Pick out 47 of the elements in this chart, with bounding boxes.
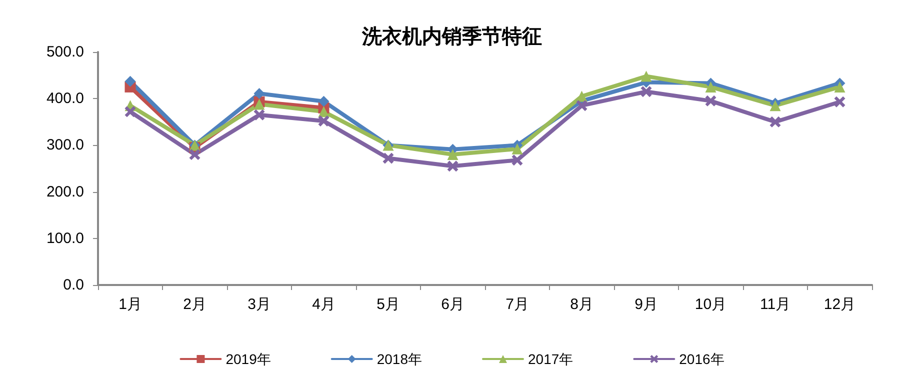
point (576, 100, 588, 112)
point (834, 96, 846, 108)
x-tick-label: 6月 (441, 296, 464, 313)
y-tick-label: 100.0 (46, 230, 84, 247)
y-tick-label: 0.0 (63, 276, 84, 294)
point (512, 143, 523, 154)
chart-title: 洗衣机内销季节特征 (361, 25, 542, 48)
point (447, 160, 458, 172)
point (124, 106, 136, 118)
point (254, 88, 265, 99)
legend-label: 2016年 (679, 351, 724, 367)
x-tick-label: 10月 (694, 296, 727, 313)
point (318, 115, 330, 126)
point (770, 100, 781, 112)
point (705, 81, 716, 92)
point (254, 109, 265, 120)
point (254, 98, 265, 110)
x-tick-label: 5月 (376, 296, 400, 313)
point (447, 149, 458, 160)
point (382, 152, 394, 164)
y-tick-label: 300.0 (46, 136, 84, 154)
x-tick-label: 12月 (824, 296, 856, 313)
legend-label: 2019年 (226, 351, 271, 367)
point (318, 96, 330, 107)
y-tick-label: 400.0 (46, 90, 84, 108)
x-tick-label: 8月 (570, 296, 594, 313)
point (705, 95, 716, 106)
point (124, 76, 136, 87)
y-tick-label: 200.0 (46, 183, 84, 200)
x-tick-label: 7月 (506, 296, 529, 313)
legend-label: 2018年 (376, 351, 422, 367)
x-tick-label: 4月 (312, 296, 336, 313)
point (770, 116, 781, 128)
x-tick-label: 3月 (248, 296, 271, 313)
x-tick-label: 11月 (760, 296, 791, 313)
point (189, 149, 200, 160)
point (318, 106, 330, 118)
point (640, 86, 652, 98)
legend-label: 2017年 (528, 351, 574, 367)
point (576, 90, 588, 102)
y-tick-label: 500.0 (46, 44, 84, 60)
point (512, 154, 523, 166)
x-tick-label: 9月 (634, 296, 658, 313)
x-tick-label: 2月 (183, 296, 206, 313)
x-tick-label: 1月 (118, 296, 142, 313)
point (834, 81, 846, 92)
point (640, 70, 652, 82)
